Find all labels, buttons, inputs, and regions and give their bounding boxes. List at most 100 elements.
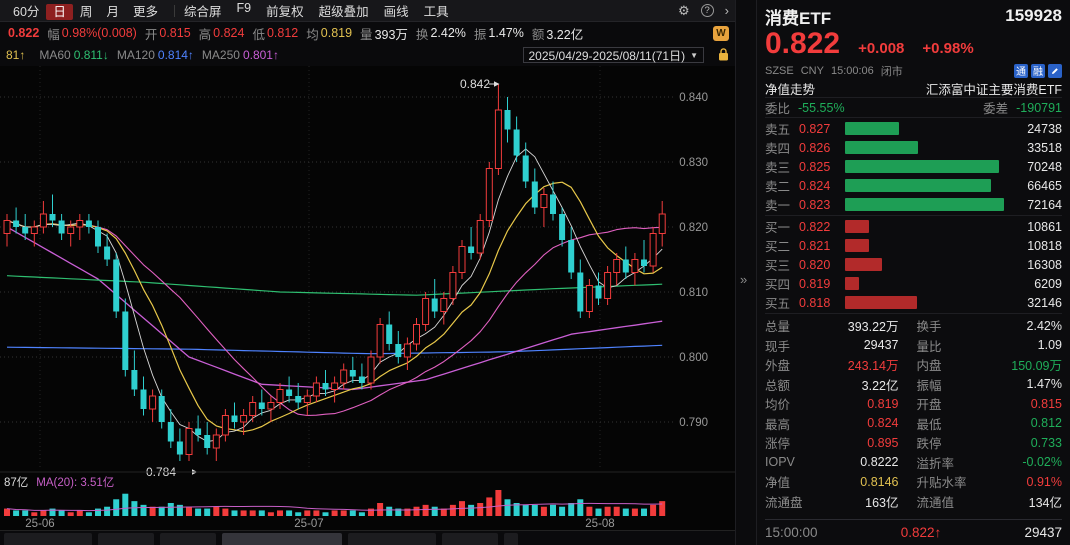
stock-code: 159928 (1005, 6, 1062, 25)
stat-label-1b: 量比 (916, 339, 942, 354)
pencil-icon[interactable] (1048, 63, 1062, 78)
svg-text:25-06: 25-06 (25, 518, 54, 530)
ask-bar-1 (845, 141, 1004, 154)
bid-row-2[interactable]: 买三 0.820 16308 (765, 255, 1062, 274)
bid-label-0: 买一 (765, 221, 791, 235)
bottom-tab-0[interactable] (4, 533, 92, 545)
stat-label-9b: 流通值 (916, 495, 955, 510)
period-tab-3[interactable]: 月 (106, 5, 119, 19)
bottom-tab-3[interactable] (222, 533, 342, 545)
bid-row-1[interactable]: 买二 0.821 10818 (765, 236, 1062, 255)
ask-row-1[interactable]: 卖四 0.826 33518 (765, 138, 1062, 157)
stat-value-2b: 150.09万 (1011, 359, 1062, 374)
bid-book: 买一 0.822 10861 买二 0.821 10818 买三 0.820 16308 买四 0.… (765, 215, 1062, 313)
period-tab-0[interactable]: 60分 (13, 5, 40, 19)
bottom-tab-4[interactable] (348, 533, 436, 545)
chevron-down-icon: ▼ (690, 50, 698, 60)
quote-label-2: 开 (144, 27, 158, 42)
bid-price-4: 0.818 (799, 295, 831, 310)
toolbar-item-4[interactable]: 画线 (383, 5, 409, 19)
weibi-label: 委比 (765, 102, 791, 116)
ask-label-1: 卖四 (765, 142, 791, 156)
stock-name: 消费ETF (765, 8, 832, 28)
ma-label-2: MA250 (201, 48, 240, 62)
bid-bar-3 (845, 277, 1004, 290)
ask-price-3: 0.824 (799, 178, 831, 193)
exchange-label: SZSE (765, 64, 794, 77)
period-tab-2[interactable]: 周 (79, 5, 93, 19)
bid-label-4: 买五 (765, 297, 791, 311)
ma-value-2: 0.801↑ (242, 48, 279, 62)
quote-value-0: 0.822 (8, 26, 40, 40)
quote-label-6: 量 (360, 27, 373, 42)
stat-value-8a: 0.8146 (860, 474, 899, 489)
stat-row-4: 均价 0.819 开盘 0.815 (765, 394, 1062, 414)
bottom-tab-2[interactable] (160, 533, 216, 545)
quote-label-4: 低 (252, 27, 265, 42)
bid-row-4[interactable]: 买五 0.818 32146 (765, 293, 1062, 312)
svg-text:0.820: 0.820 (679, 222, 708, 234)
ask-row-4[interactable]: 卖一 0.823 72164 (765, 195, 1062, 214)
toolbar-item-0[interactable]: 综合屏 (183, 5, 222, 19)
svg-text:0.840: 0.840 (679, 92, 708, 104)
bid-row-0[interactable]: 买一 0.822 10861 (765, 217, 1062, 236)
bid-price-3: 0.819 (799, 276, 831, 291)
svg-text:0.790: 0.790 (679, 417, 708, 429)
ma-legend-fragment: 81↑ (6, 48, 26, 62)
candlestick-chart[interactable]: 0.8400.8300.8200.8100.8000.7900.8420.784… (0, 66, 735, 530)
help-icon[interactable]: ? (700, 4, 714, 17)
ask-bar-fill-3 (845, 179, 992, 192)
quote-value-7: 2.42% (430, 26, 466, 40)
ask-bar-0 (845, 122, 1004, 135)
ask-price-4: 0.823 (799, 197, 831, 212)
panel-collapse-handle[interactable]: » (740, 272, 748, 287)
ask-bar-fill-0 (845, 122, 900, 135)
bottom-tab-icon[interactable] (504, 533, 518, 545)
ma-legend-item-1: MA120 0.814↑ (117, 48, 194, 62)
stat-label-3a: 总额 (765, 378, 791, 393)
ask-row-2[interactable]: 卖三 0.825 70248 (765, 157, 1062, 176)
toolbar-item-3[interactable]: 超级叠加 (318, 5, 369, 19)
lock-icon[interactable] (718, 48, 729, 62)
date-range-selector[interactable]: 2025/04/29-2025/08/11(71日) ▼ (522, 47, 704, 63)
bottom-tab-1[interactable] (98, 533, 154, 545)
ask-label-0: 卖五 (765, 123, 791, 137)
quote-label-5: 均 (306, 27, 319, 42)
tick-footer: 15:00:00 0.822↑ 29437 (765, 519, 1062, 545)
toolbar-item-5[interactable]: 工具 (423, 5, 449, 19)
period-tab-4[interactable]: 更多 (132, 5, 158, 19)
svg-text:25-07: 25-07 (294, 518, 323, 530)
svg-text:0.842: 0.842 (460, 77, 490, 91)
stat-value-7b: -0.02% (1022, 455, 1062, 470)
ask-row-3[interactable]: 卖二 0.824 66465 (765, 176, 1062, 195)
toolbar-item-1[interactable]: F9 (236, 1, 252, 15)
tick-volume: 29437 (1024, 525, 1062, 540)
stat-row-5: 最高 0.824 最低 0.812 (765, 414, 1062, 434)
stat-label-5b: 最低 (916, 417, 942, 432)
weicha-value: -190791 (1016, 100, 1062, 115)
badge-融: 融 (1031, 63, 1045, 78)
ask-row-0[interactable]: 卖五 0.827 24738 (765, 119, 1062, 138)
nav-trend-link[interactable]: 净值走势 (765, 82, 816, 97)
bottom-tab-5[interactable] (442, 533, 498, 545)
ma-label-0: MA60 (39, 48, 71, 62)
stat-row-8: 净值 0.8146 升贴水率 0.91% (765, 472, 1062, 492)
gear-icon[interactable]: ⚙ (678, 2, 690, 18)
stat-value-5b: 0.812 (1030, 416, 1062, 431)
bid-row-3[interactable]: 买四 0.819 6209 (765, 274, 1062, 293)
ask-bar-fill-2 (845, 160, 1000, 173)
bid-vol-3: 6209 (1034, 276, 1062, 291)
toolbar-item-2[interactable]: 前复权 (266, 5, 304, 19)
bid-bar-fill-3 (845, 277, 860, 290)
period-tab-1[interactable]: 日 (46, 4, 73, 20)
chart-panel: 60分日周月更多 综合屏 F9 前复权 超级叠加 画线 工具 ⚙ ? › 0.822 幅 0.… (0, 0, 735, 545)
wp-icon[interactable]: W (713, 25, 729, 41)
quote-value-6: 393万 (374, 27, 408, 42)
expand-icon[interactable]: › (724, 3, 729, 18)
stat-value-5a: 0.824 (867, 416, 899, 431)
quote-value-5: 0.819 (320, 26, 353, 40)
fund-name: 汇添富中证主要消费ETF (925, 82, 1062, 97)
quote-label-9: 额 (531, 27, 545, 42)
stat-label-8b: 升贴水率 (916, 476, 967, 491)
quote-value-1: 0.98%(0.008) (61, 26, 137, 40)
